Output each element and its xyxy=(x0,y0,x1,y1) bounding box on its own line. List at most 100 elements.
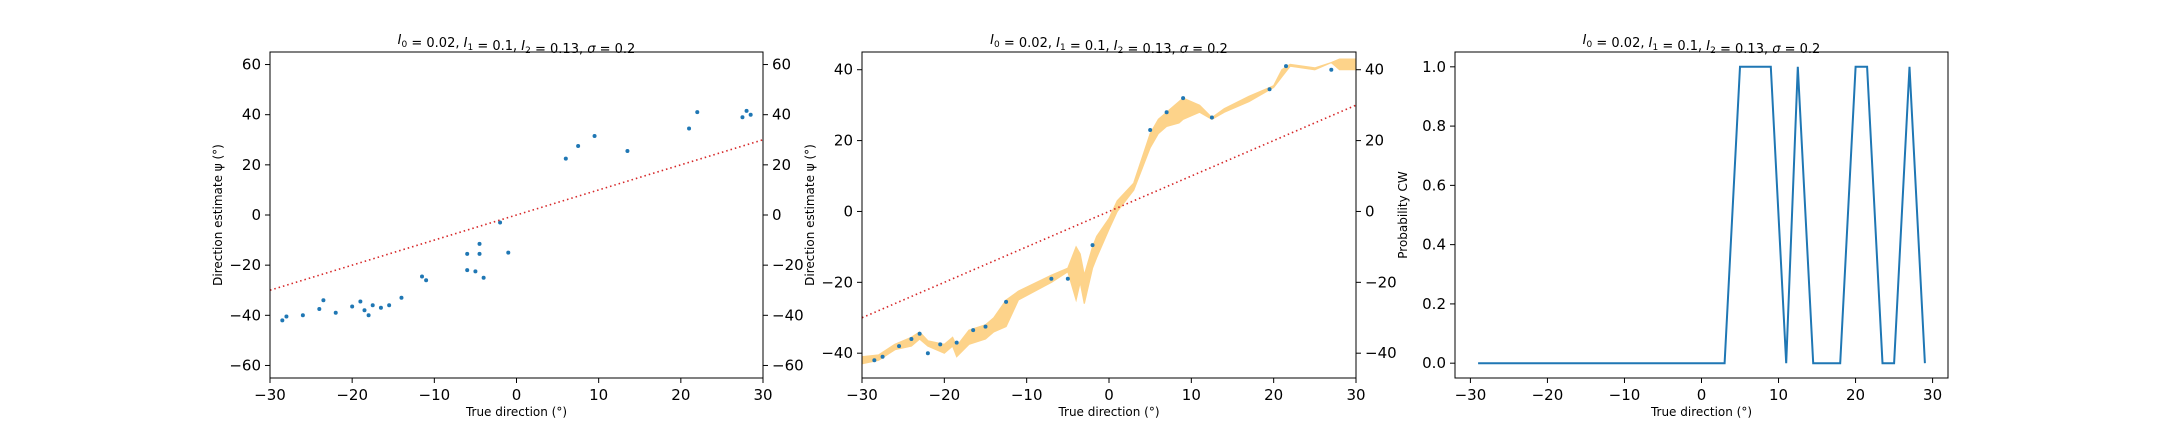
data-point xyxy=(971,328,976,333)
probability-line xyxy=(1478,65,1926,365)
data-point xyxy=(880,354,885,359)
y-tick-label-right: 20 xyxy=(772,156,791,174)
chart-title: I0 = 0.02, I1 = 0.1, I2 = 0.13, σ = 0.2 xyxy=(990,33,1228,57)
data-point xyxy=(917,331,922,336)
data-point xyxy=(358,299,363,304)
x-tick-label: 0 xyxy=(512,386,522,404)
plot-area xyxy=(862,58,1356,365)
plot-area xyxy=(270,108,763,323)
x-tick-label: 30 xyxy=(753,386,772,404)
y-tick-label-right: 20 xyxy=(1365,132,1384,150)
data-point xyxy=(280,318,285,323)
data-point xyxy=(473,269,478,274)
y-tick-label-right: −40 xyxy=(772,306,804,324)
identity-line xyxy=(270,139,763,291)
data-point xyxy=(465,251,470,256)
data-point xyxy=(378,305,383,310)
x-tick-label: 10 xyxy=(589,386,608,404)
y-tick-label-right: −20 xyxy=(1365,273,1397,291)
y-tick-label-right: −40 xyxy=(1365,344,1397,362)
data-point xyxy=(748,112,753,117)
chart-1: −30 −20 −10 0 10 20 30−60 −60−40 −40−20 −200 020 20… xyxy=(211,33,804,419)
y-axis-label: Direction estimate ψ (°) xyxy=(803,144,817,286)
y-tick-label: −40 xyxy=(229,306,261,324)
y-tick-label-right: −60 xyxy=(772,356,804,374)
data-point xyxy=(872,358,877,363)
axes-frame xyxy=(861,51,1357,379)
data-point xyxy=(321,298,326,303)
y-tick-label: −20 xyxy=(229,256,261,274)
y-tick-label: 0.6 xyxy=(1422,176,1446,194)
data-point xyxy=(983,324,988,329)
x-tick-label: 20 xyxy=(1846,386,1865,404)
y-tick-label-right: 40 xyxy=(772,106,791,124)
y-tick-label: 0.2 xyxy=(1422,295,1446,313)
confidence-band xyxy=(862,58,1356,365)
data-point xyxy=(744,108,749,113)
data-point xyxy=(420,274,425,279)
y-tick-label-right: 0 xyxy=(772,206,782,224)
x-axis-label: True direction (°) xyxy=(1650,405,1752,419)
y-tick-label: 20 xyxy=(242,156,261,174)
y-axis-label: Probability CW xyxy=(1396,171,1410,259)
data-point xyxy=(366,313,371,318)
data-point xyxy=(1209,115,1214,120)
x-tick-label: 20 xyxy=(671,386,690,404)
data-point xyxy=(350,304,355,309)
x-tick-label: −10 xyxy=(419,386,451,404)
data-point xyxy=(465,268,470,273)
data-point xyxy=(1004,299,1009,304)
y-tick-label: 0 xyxy=(843,202,853,220)
data-point xyxy=(938,342,943,347)
data-point xyxy=(625,149,630,154)
data-point xyxy=(317,307,322,312)
data-point xyxy=(740,115,745,120)
x-tick-label: −30 xyxy=(846,386,878,404)
y-tick-label-right: 60 xyxy=(772,56,791,74)
data-point xyxy=(424,278,429,283)
x-tick-label: 0 xyxy=(1104,386,1114,404)
chart-title: I0 = 0.02, I1 = 0.1, I2 = 0.13, σ = 0.2 xyxy=(1583,33,1821,57)
x-tick-label: 10 xyxy=(1182,386,1201,404)
chart-3: −30 −20 −10 0 10 20 30 0.0 0.2 0.4 0.6 0.8 1.0 True d… xyxy=(1396,33,1949,419)
x-tick-label: 20 xyxy=(1264,386,1283,404)
data-point xyxy=(481,275,486,280)
x-tick-label: −30 xyxy=(254,386,286,404)
y-tick-label: 0.8 xyxy=(1422,117,1446,135)
y-tick-label: −60 xyxy=(229,356,261,374)
data-point xyxy=(399,295,404,300)
data-point xyxy=(362,308,367,313)
x-tick-label: −30 xyxy=(1455,386,1487,404)
data-point xyxy=(592,134,597,139)
identity-line xyxy=(862,104,1356,319)
data-point xyxy=(695,110,700,115)
data-point xyxy=(370,303,375,308)
x-axis-label: True direction (°) xyxy=(465,405,567,419)
y-tick-label: −40 xyxy=(821,344,853,362)
data-point xyxy=(909,337,914,342)
x-tick-label: −10 xyxy=(1609,386,1641,404)
x-tick-label: −20 xyxy=(1532,386,1564,404)
y-tick-label-right: 40 xyxy=(1365,61,1384,79)
y-tick-label: 20 xyxy=(834,132,853,150)
data-point xyxy=(897,344,902,349)
data-point xyxy=(300,313,305,318)
y-tick-label-right: 0 xyxy=(1365,202,1375,220)
data-point xyxy=(498,220,503,225)
data-point xyxy=(333,310,338,315)
x-tick-label: 0 xyxy=(1697,386,1707,404)
x-tick-label: −20 xyxy=(929,386,961,404)
y-tick-label: −20 xyxy=(821,273,853,291)
data-point xyxy=(477,241,482,246)
y-tick-label: 40 xyxy=(242,106,261,124)
data-point xyxy=(1049,276,1054,281)
x-tick-label: 30 xyxy=(1346,386,1365,404)
x-axis-label: True direction (°) xyxy=(1057,405,1159,419)
y-tick-label: 1.0 xyxy=(1422,58,1446,76)
x-tick-label: 30 xyxy=(1923,386,1942,404)
data-point xyxy=(387,303,392,308)
data-point xyxy=(1284,64,1289,69)
x-tick-label: 10 xyxy=(1769,386,1788,404)
y-tick-label: 0.0 xyxy=(1422,354,1446,372)
